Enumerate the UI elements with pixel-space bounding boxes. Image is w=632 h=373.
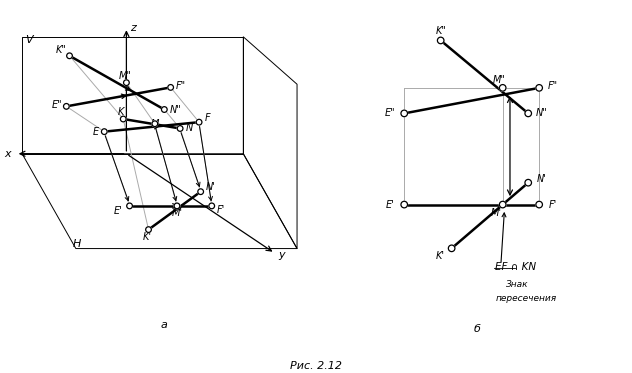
Text: x: x [5,149,11,159]
Text: E": E" [52,100,62,110]
Text: V: V [25,35,33,45]
Circle shape [437,37,444,44]
Text: E': E' [386,200,395,210]
Circle shape [209,203,214,209]
Circle shape [198,189,204,195]
Circle shape [536,201,542,208]
Circle shape [401,110,408,117]
Text: Рис. 2.12: Рис. 2.12 [290,361,342,371]
Text: N": N" [536,109,548,118]
Text: Знак: Знак [506,280,529,289]
Text: E": E" [385,109,396,118]
Text: M": M" [118,71,131,81]
Circle shape [126,203,133,209]
Circle shape [499,201,506,208]
Circle shape [499,85,506,91]
Text: N': N' [206,182,216,192]
Text: K': K' [142,232,152,242]
Text: K: K [118,107,124,117]
Circle shape [124,80,130,85]
Text: E: E [92,127,99,137]
Text: M': M' [171,208,183,218]
Circle shape [152,121,158,126]
Circle shape [536,85,542,91]
Circle shape [162,107,167,112]
Text: F': F' [217,205,226,215]
Circle shape [145,227,152,232]
Circle shape [525,179,532,186]
Text: F: F [205,113,210,123]
Circle shape [67,53,72,59]
Text: z: z [130,22,135,32]
Circle shape [177,126,183,131]
Text: N: N [186,123,193,134]
Text: б: б [474,324,480,334]
Circle shape [63,104,69,109]
Text: y: y [278,250,284,260]
Circle shape [101,129,107,135]
Circle shape [448,245,455,252]
Text: EF ∩ KN: EF ∩ KN [495,262,537,272]
Text: M: M [150,119,159,129]
Text: F": F" [176,81,186,91]
Text: а: а [161,320,167,330]
Circle shape [168,85,173,90]
Text: F': F' [549,200,557,210]
Text: K": K" [55,45,66,55]
Circle shape [401,201,408,208]
Circle shape [121,116,126,122]
Text: E': E' [114,206,123,216]
Text: F": F" [548,81,558,91]
Text: N': N' [537,174,547,184]
Text: N": N" [169,104,181,115]
Text: H: H [73,239,81,249]
Text: M': M' [490,208,502,217]
Text: M": M" [492,75,506,85]
Circle shape [196,119,202,125]
Circle shape [174,203,179,209]
Text: K': K' [436,251,445,261]
Circle shape [525,110,532,117]
Text: пересечения: пересечения [495,294,557,303]
Text: K": K" [435,26,446,36]
